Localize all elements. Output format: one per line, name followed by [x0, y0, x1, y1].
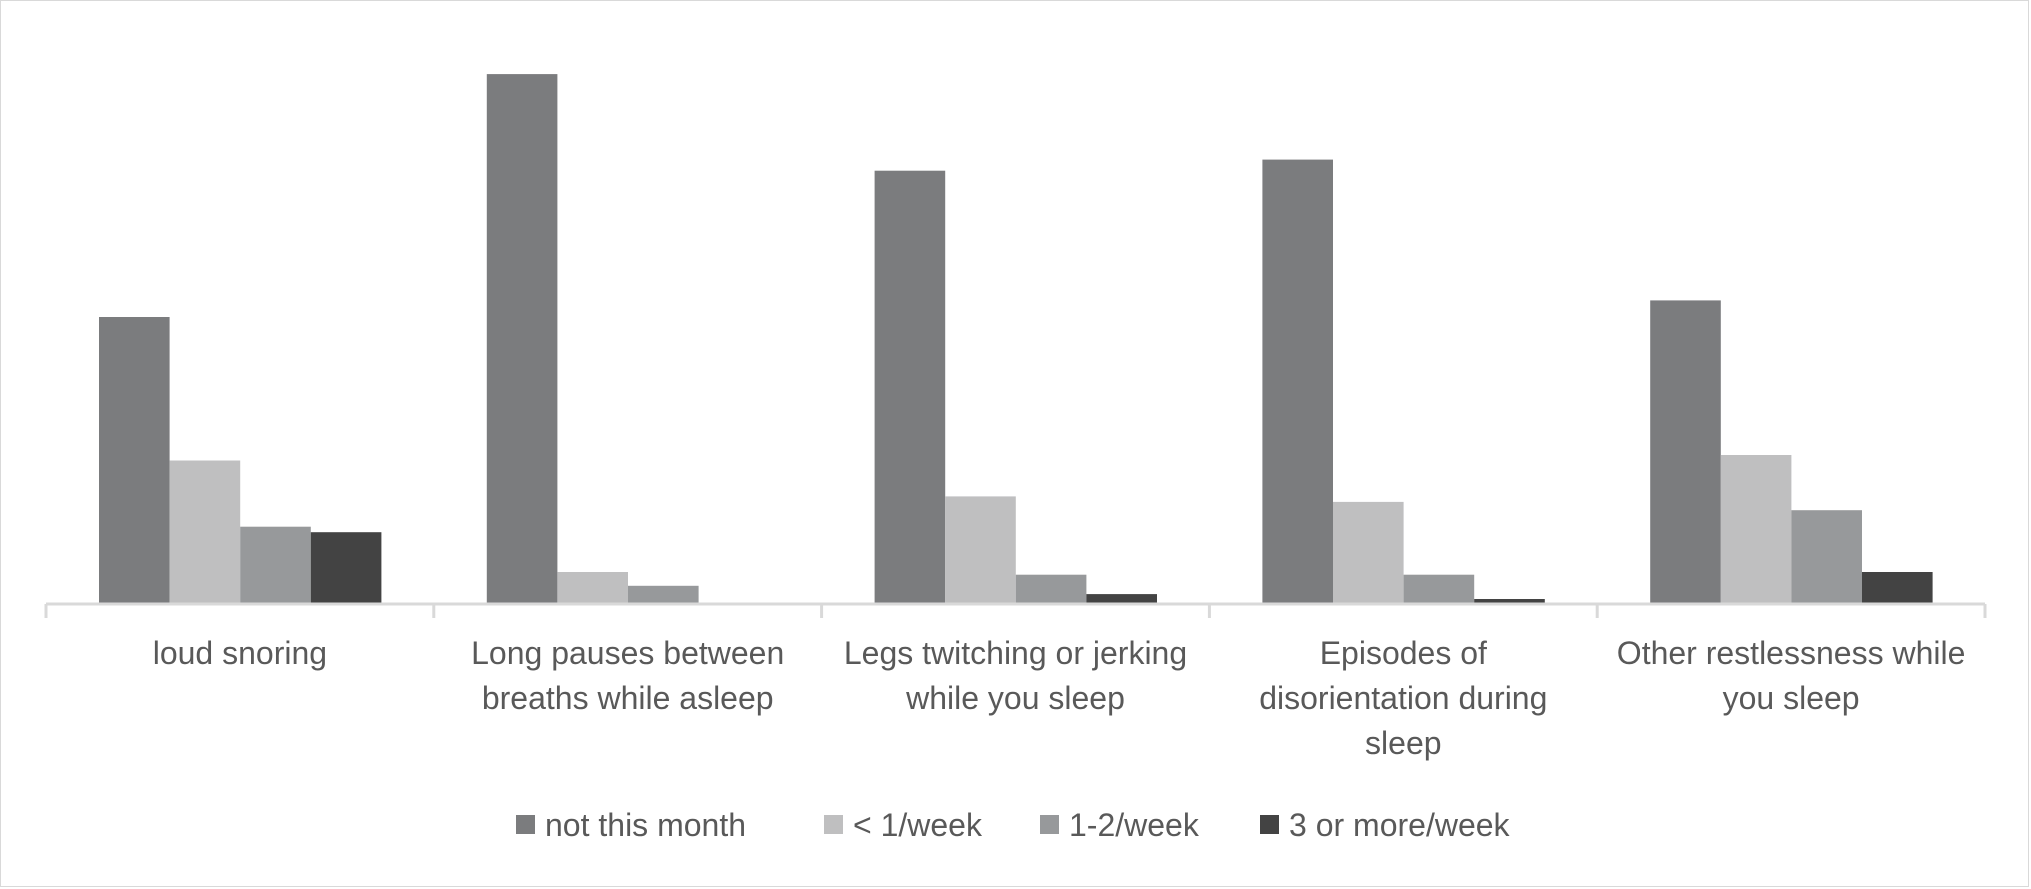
bar-1-1 — [99, 317, 170, 604]
bar-2-5 — [1720, 455, 1792, 604]
category-label-5: Other restlessness while you sleep — [1617, 635, 1966, 716]
bar-3-1 — [240, 526, 311, 604]
x-axis — [44, 602, 1987, 618]
bar-2-4 — [1333, 501, 1404, 604]
legend-label: < 1/week — [853, 807, 983, 843]
bar-4-4 — [1474, 599, 1545, 604]
legend-label: 1-2/week — [1069, 807, 1200, 843]
category-label-2: Long pauses between breaths while asleep — [471, 635, 784, 716]
legend-item-1: not this month — [516, 807, 746, 843]
category-label-1: loud snoring — [153, 635, 327, 671]
category-label-4: Episodes of disorientation during sleep — [1259, 635, 1547, 761]
bar-2-3 — [945, 496, 1016, 604]
bar-4-1 — [310, 532, 382, 604]
bars-group — [99, 74, 1933, 605]
bar-1-5 — [1650, 300, 1721, 604]
bar-1-4 — [1262, 159, 1333, 604]
bar-2-2 — [557, 572, 628, 604]
legend-swatch — [1040, 815, 1059, 834]
bar-2-1 — [169, 460, 241, 604]
bar-3-3 — [1015, 574, 1087, 604]
legend-item-4: 3 or more/week — [1260, 807, 1511, 843]
bar-1-2 — [486, 74, 558, 605]
category-label-3: Legs twitching or jerking while you sleep — [844, 635, 1187, 716]
legend-swatch — [516, 815, 535, 834]
legend-swatch — [1260, 815, 1279, 834]
bar-3-4 — [1403, 574, 1475, 604]
bar-1-3 — [874, 170, 946, 604]
legend-item-3: 1-2/week — [1040, 807, 1200, 843]
legend: not this month < 1/week 1-2/week 3 or more/… — [516, 807, 1511, 843]
category-labels: loud snoring Long pauses between breaths w… — [153, 635, 1966, 761]
bar-3-2 — [628, 585, 699, 604]
bar-4-5 — [1862, 572, 1933, 604]
bar-4-3 — [1086, 594, 1157, 604]
bar-3-5 — [1791, 510, 1862, 604]
legend-label: not this month — [545, 807, 746, 843]
legend-swatch — [824, 815, 843, 834]
legend-label: 3 or more/week — [1289, 807, 1511, 843]
legend-item-2: < 1/week — [824, 807, 983, 843]
